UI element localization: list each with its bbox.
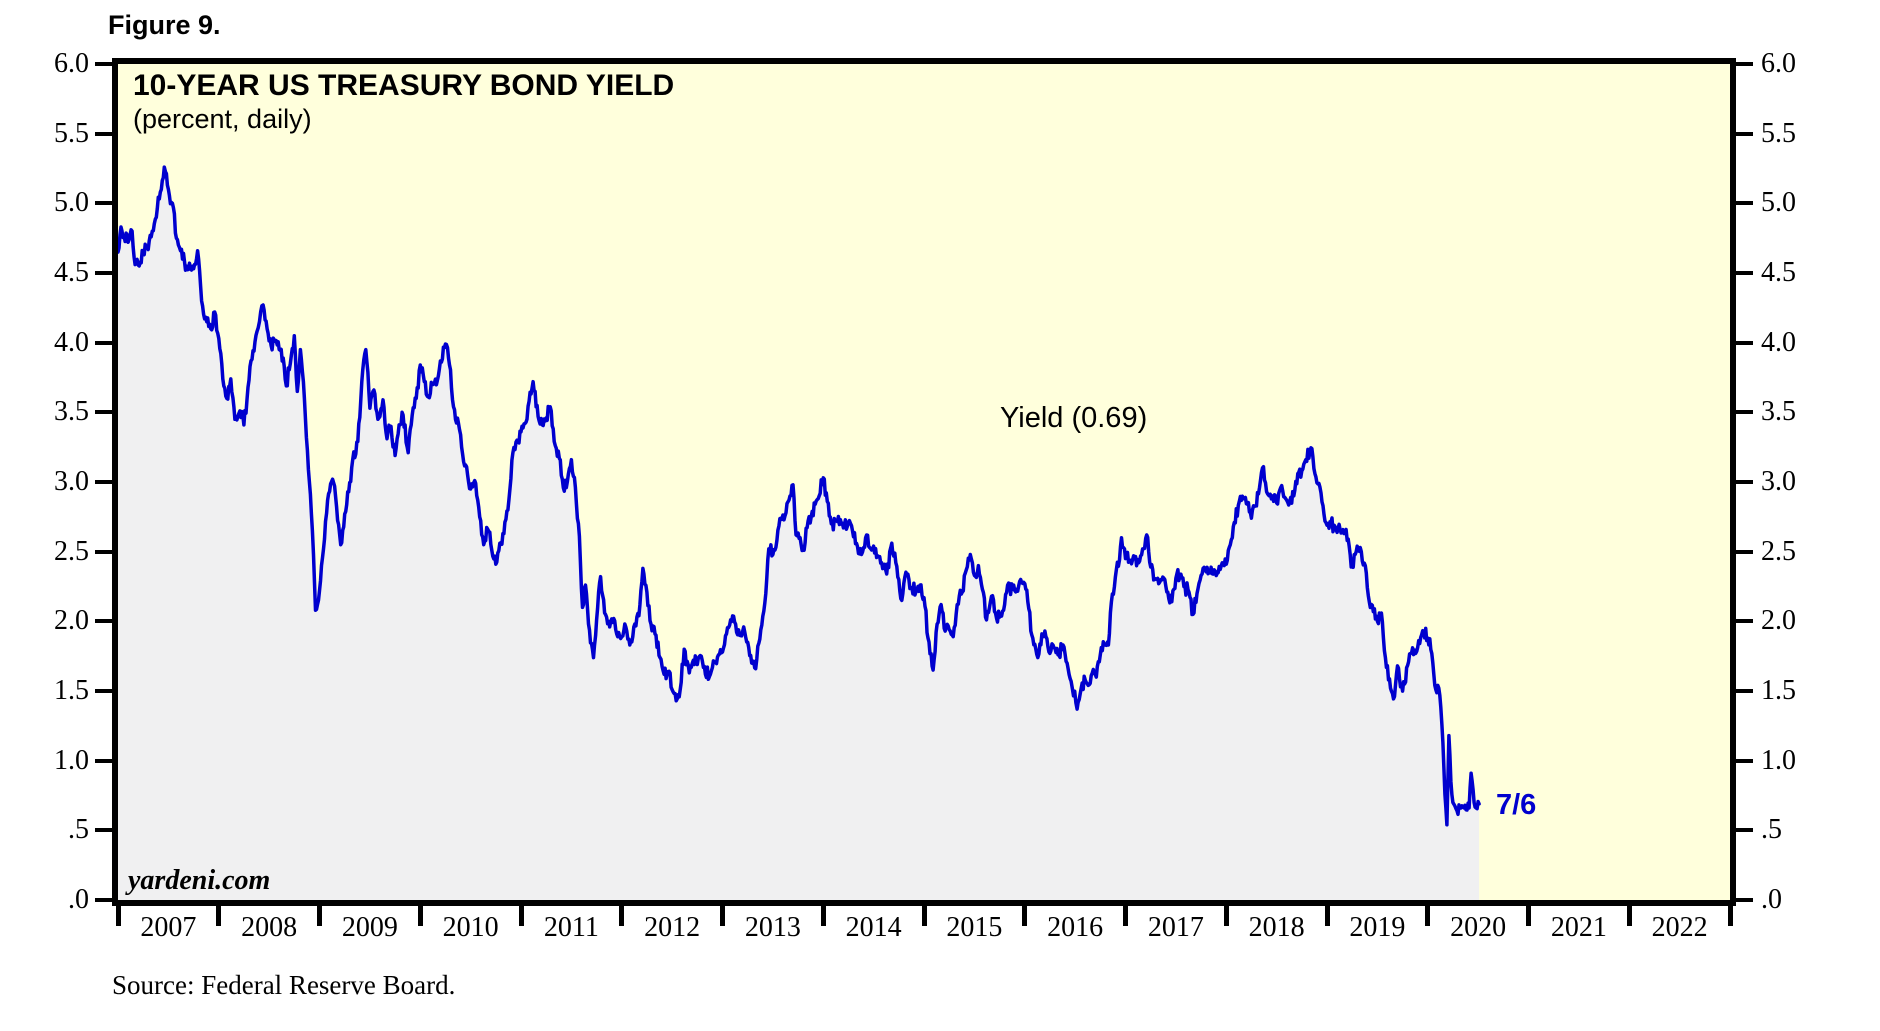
last-date-label: 7/6 — [1496, 789, 1537, 821]
y-axis-label-left: 4.5 — [54, 257, 89, 288]
x-tick-mark — [921, 906, 927, 926]
y-tick-mark — [95, 619, 112, 624]
y-tick-mark — [95, 758, 112, 763]
x-axis-label-year: 2014 — [845, 912, 902, 943]
x-axis-label-year: 2009 — [341, 912, 398, 943]
y-axis-label-right: 5.5 — [1761, 117, 1796, 149]
x-tick-mark — [1526, 906, 1531, 926]
x-axis-label-year: 2020 — [1450, 912, 1507, 943]
x-axis-label-year: 2021 — [1550, 912, 1607, 943]
x-tick-mark — [1123, 906, 1128, 926]
x-axis-label-year: 2013 — [744, 912, 801, 943]
yield-line — [118, 165, 1481, 827]
y-tick-mark — [1736, 549, 1753, 554]
y-tick-mark — [1736, 758, 1753, 763]
y-axis-label-right: .0 — [1761, 884, 1782, 915]
y-tick-mark — [1736, 131, 1753, 136]
x-tick-mark — [1324, 906, 1330, 926]
y-axis-label-left: 1.5 — [54, 675, 89, 706]
y-tick-mark — [1736, 619, 1753, 624]
y-axis-label-right: 1.5 — [1761, 675, 1796, 706]
chart-subtitle: (percent, daily) — [133, 104, 312, 134]
x-axis-label-year: 2007 — [140, 912, 197, 943]
x-axis-label-year: 2018 — [1248, 912, 1305, 943]
x-axis-label-year: 2015 — [946, 912, 1003, 943]
x-axis-label-year: 2008 — [241, 912, 298, 943]
y-axis-label-right: 2.0 — [1761, 605, 1796, 637]
y-tick-mark — [95, 131, 112, 136]
x-axis-label-year: 2012 — [644, 912, 701, 943]
y-axis-label-right: 3.5 — [1761, 396, 1796, 428]
y-tick-mark — [1736, 271, 1753, 275]
yield-chart-svg — [118, 165, 1481, 900]
y-axis-label-left: 1.0 — [54, 744, 89, 776]
y-tick-mark — [95, 828, 112, 833]
y-tick-mark — [95, 271, 112, 275]
y-axis-label-right: 6.0 — [1761, 48, 1796, 79]
x-tick-mark — [619, 906, 625, 926]
yield-area-fill — [118, 167, 1480, 900]
x-axis-label-year: 2022 — [1651, 912, 1708, 943]
x-tick-mark — [417, 906, 423, 926]
y-tick-mark — [1736, 201, 1753, 206]
x-axis-label-year: 2010 — [442, 912, 499, 943]
y-axis-label-left: 3.0 — [54, 466, 89, 497]
x-axis-label-year: 2011 — [543, 912, 599, 943]
series-annotation: Yield (0.69) — [1000, 402, 1148, 434]
y-axis-label-left: 4.0 — [54, 326, 89, 358]
x-axis-label-year: 2019 — [1349, 912, 1406, 943]
x-tick-mark — [820, 906, 826, 926]
y-axis-label-left: 2.5 — [54, 535, 89, 567]
y-tick-mark — [1736, 340, 1753, 345]
y-tick-mark — [95, 898, 112, 902]
y-axis-label-left: .5 — [68, 814, 89, 846]
x-tick-mark — [317, 906, 322, 926]
x-tick-mark — [1425, 906, 1431, 926]
y-axis-label-left: 2.0 — [54, 605, 89, 637]
x-axis-label-year: 2017 — [1147, 912, 1204, 943]
y-tick-mark — [95, 201, 112, 206]
y-axis-label-left: 5.5 — [54, 117, 89, 149]
watermark-yardeni: yardeni.com — [128, 865, 271, 896]
y-tick-mark — [1736, 898, 1753, 902]
y-axis-label-right: 3.0 — [1761, 466, 1796, 497]
y-tick-mark — [95, 410, 112, 415]
y-axis-label-right: 4.0 — [1761, 326, 1796, 358]
y-tick-mark — [1736, 828, 1753, 833]
y-tick-mark — [95, 549, 112, 554]
y-tick-mark — [95, 480, 112, 484]
x-axis-label-year: 2016 — [1047, 912, 1104, 943]
chart-title: 10-YEAR US TREASURY BOND YIELD — [133, 69, 675, 102]
x-tick-mark — [115, 906, 121, 926]
y-tick-mark — [1736, 62, 1753, 66]
y-axis-label-right: 1.0 — [1761, 744, 1796, 776]
x-tick-mark — [518, 906, 524, 926]
x-tick-mark — [216, 906, 222, 926]
x-tick-mark — [1727, 906, 1733, 926]
y-tick-mark — [1736, 689, 1753, 693]
y-tick-mark — [95, 62, 112, 66]
y-tick-mark — [95, 689, 112, 693]
y-axis-label-left: 6.0 — [54, 48, 89, 79]
y-tick-mark — [95, 340, 112, 345]
y-tick-mark — [1736, 480, 1753, 484]
x-tick-mark — [1223, 906, 1229, 926]
x-tick-mark — [1626, 906, 1632, 926]
y-axis-label-right: 5.0 — [1761, 187, 1796, 219]
y-tick-mark — [1736, 410, 1753, 415]
plot-area: 10-YEAR US TREASURY BOND YIELD (percent,… — [112, 58, 1736, 906]
source-note: Source: Federal Reserve Board. — [112, 970, 456, 1000]
y-axis-label-right: 2.5 — [1761, 535, 1796, 567]
y-axis-label-right: 4.5 — [1761, 257, 1796, 288]
y-axis-label-left: 5.0 — [54, 187, 89, 219]
y-axis-label-right: .5 — [1761, 814, 1782, 846]
y-axis-label-left: .0 — [68, 884, 89, 915]
figure-label: Figure 9. — [108, 10, 221, 40]
x-tick-mark — [1022, 906, 1028, 926]
x-tick-mark — [720, 906, 725, 926]
y-axis-label-left: 3.5 — [54, 396, 89, 428]
